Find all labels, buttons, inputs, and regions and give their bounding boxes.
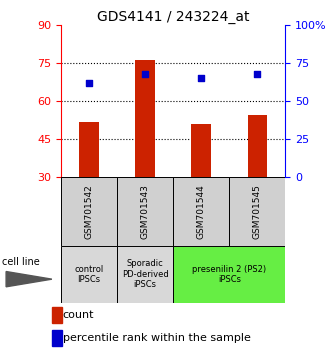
Bar xyxy=(117,177,173,246)
Text: GSM701544: GSM701544 xyxy=(197,184,206,239)
Text: count: count xyxy=(63,310,94,320)
Bar xyxy=(173,177,229,246)
Text: presenilin 2 (PS2)
iPSCs: presenilin 2 (PS2) iPSCs xyxy=(192,265,266,284)
Bar xyxy=(229,177,285,246)
Bar xyxy=(61,177,117,246)
Bar xyxy=(52,307,62,323)
Bar xyxy=(135,60,155,177)
Bar xyxy=(61,246,117,303)
Text: GSM701543: GSM701543 xyxy=(141,184,150,239)
Point xyxy=(255,72,260,77)
Text: GSM701545: GSM701545 xyxy=(253,184,262,239)
Text: GSM701542: GSM701542 xyxy=(84,184,94,239)
Bar xyxy=(248,115,267,177)
Bar xyxy=(52,330,62,346)
Point xyxy=(86,80,92,85)
Text: percentile rank within the sample: percentile rank within the sample xyxy=(63,333,250,343)
Text: control
IPSCs: control IPSCs xyxy=(75,265,104,284)
Text: cell line: cell line xyxy=(3,257,40,267)
Bar xyxy=(191,124,211,177)
Bar xyxy=(79,122,99,177)
Title: GDS4141 / 243224_at: GDS4141 / 243224_at xyxy=(97,10,249,24)
Bar xyxy=(117,246,173,303)
Text: Sporadic
PD-derived
iPSCs: Sporadic PD-derived iPSCs xyxy=(122,259,169,289)
Polygon shape xyxy=(6,272,52,287)
Point xyxy=(143,72,148,77)
Bar xyxy=(173,246,285,303)
Point xyxy=(199,75,204,81)
